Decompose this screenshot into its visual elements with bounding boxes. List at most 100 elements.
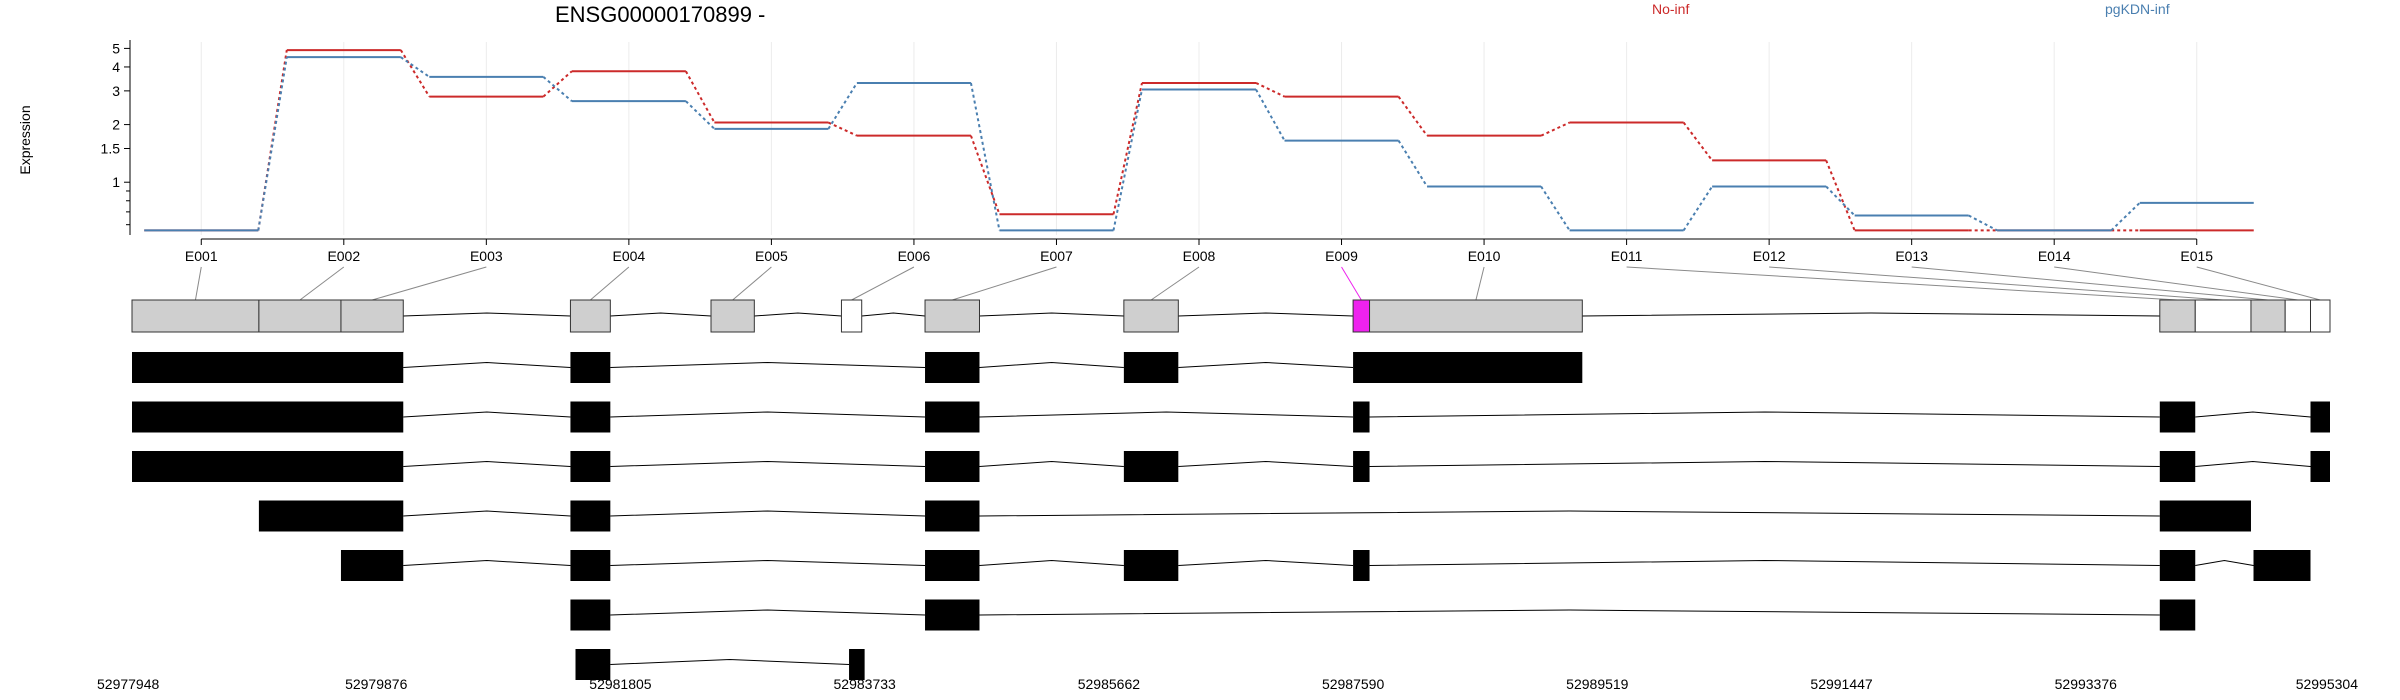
series-connector: [1682, 121, 1713, 162]
transcript-3: [132, 451, 2330, 482]
coordinate-label: 52979876: [345, 676, 408, 692]
y-tick-label: 3: [112, 83, 120, 99]
transcript-5: [340, 550, 2311, 581]
series-connector: [1255, 89, 1286, 142]
series-connector: [1112, 82, 1143, 215]
transcript-intron: [979, 361, 1124, 368]
exon-bin-e009: [1352, 299, 1371, 333]
x-tick-label-e004: E004: [613, 248, 646, 264]
coordinate-label: 52991447: [1810, 676, 1873, 692]
series-connector: [1825, 160, 1856, 231]
coordinate-label: 52987590: [1322, 676, 1385, 692]
transcript-exon: [925, 451, 980, 482]
series-connector: [1112, 89, 1143, 231]
transcript-exon: [340, 550, 404, 581]
legend-entry-pgkdn-inf: pgKDN-inf: [2105, 1, 2170, 17]
transcript-exon: [1353, 401, 1370, 433]
transcript-exon: [1353, 550, 1370, 581]
transcript-intron: [1178, 559, 1354, 566]
transcript-intron: [610, 460, 926, 467]
transcript-exon: [2253, 550, 2311, 581]
series-connector: [257, 56, 288, 231]
transcript-exon: [2159, 550, 2196, 581]
coordinate-label: 52993376: [2055, 676, 2118, 692]
exon-bin-e008: [1123, 299, 1179, 333]
y-tick-label: 4: [112, 59, 120, 75]
y-tick-label: 5: [112, 40, 120, 56]
series-connector: [970, 135, 1001, 215]
pointer-e005: [732, 266, 772, 301]
x-tick-label-e008: E008: [1183, 248, 1216, 264]
exon-bin-e014: [2284, 299, 2311, 333]
pointer-e002: [299, 266, 345, 301]
transcript-intron: [1369, 460, 2160, 467]
transcript-exon: [1123, 352, 1179, 383]
bin-intron: [861, 312, 926, 317]
transcript-intron: [610, 411, 926, 418]
series-connector: [969, 82, 1001, 231]
series-connector: [400, 56, 430, 78]
transcript-intron: [979, 510, 2160, 517]
coordinate-label: 52977948: [97, 676, 160, 692]
chart-title: ENSG00000170899 -: [555, 2, 766, 27]
x-tick-label-e005: E005: [755, 248, 788, 264]
transcript-intron: [1178, 460, 1354, 467]
transcript-intron: [403, 510, 571, 517]
y-tick-label: 1: [112, 174, 120, 190]
transcript-intron: [2195, 559, 2254, 566]
exon-bin-e013: [2250, 299, 2286, 333]
transcript-exon: [570, 599, 611, 631]
y-tick-label: 1.5: [101, 141, 121, 157]
bin-intron: [403, 312, 571, 317]
pointer-e012: [1769, 266, 2224, 301]
y-tick-label: 2: [112, 117, 120, 133]
transcript-exon: [575, 649, 611, 680]
transcript-exon: [570, 401, 611, 433]
transcript-intron: [610, 658, 850, 665]
series-connector: [1255, 82, 1285, 98]
coordinate-label: 52981805: [589, 676, 652, 692]
transcript-exon: [132, 352, 404, 383]
transcript-intron: [610, 510, 926, 517]
series-connector: [1682, 185, 1713, 231]
series-connector: [1968, 214, 1998, 232]
transcript-exon: [570, 550, 611, 581]
series-connector: [827, 121, 858, 137]
x-tick-label-e013: E013: [1895, 248, 1928, 264]
transcript-4: [258, 500, 2251, 532]
x-tick-label-e007: E007: [1040, 248, 1073, 264]
series-connector: [685, 70, 716, 124]
exon-bin-e012: [2194, 299, 2252, 333]
series-connector: [2110, 202, 2141, 232]
series-connector: [1397, 96, 1428, 137]
transcript-exon: [925, 352, 980, 383]
transcript-intron: [610, 609, 926, 616]
transcript-exon: [2159, 451, 2196, 482]
transcript-exon: [2159, 500, 2251, 532]
bin-intron: [1178, 312, 1354, 317]
transcript-intron: [2195, 460, 2311, 467]
pointer-e006: [851, 266, 915, 301]
transcript-intron: [403, 411, 571, 418]
exon-bin-e007: [924, 299, 980, 333]
exon-bin-e002: [258, 299, 342, 333]
transcript-exon: [132, 401, 404, 433]
transcript-exon: [849, 649, 865, 680]
pointer-e013: [1911, 266, 2269, 301]
transcript-exon: [1123, 550, 1179, 581]
transcript-2: [132, 401, 2330, 433]
exon-bin-e011: [2159, 299, 2196, 333]
pointer-e009: [1341, 266, 1362, 301]
coordinate-label: 52989519: [1566, 676, 1629, 692]
transcript-exon: [1123, 451, 1179, 482]
transcript-intron: [403, 361, 571, 368]
transcript-exon: [570, 451, 611, 482]
x-tick-label-e014: E014: [2038, 248, 2071, 264]
exon-bin-e001: [131, 299, 260, 333]
exon-bin-e006: [840, 299, 863, 333]
transcript-intron: [1369, 559, 2160, 566]
series-connector: [1397, 140, 1428, 188]
transcript-exon: [2159, 401, 2196, 433]
